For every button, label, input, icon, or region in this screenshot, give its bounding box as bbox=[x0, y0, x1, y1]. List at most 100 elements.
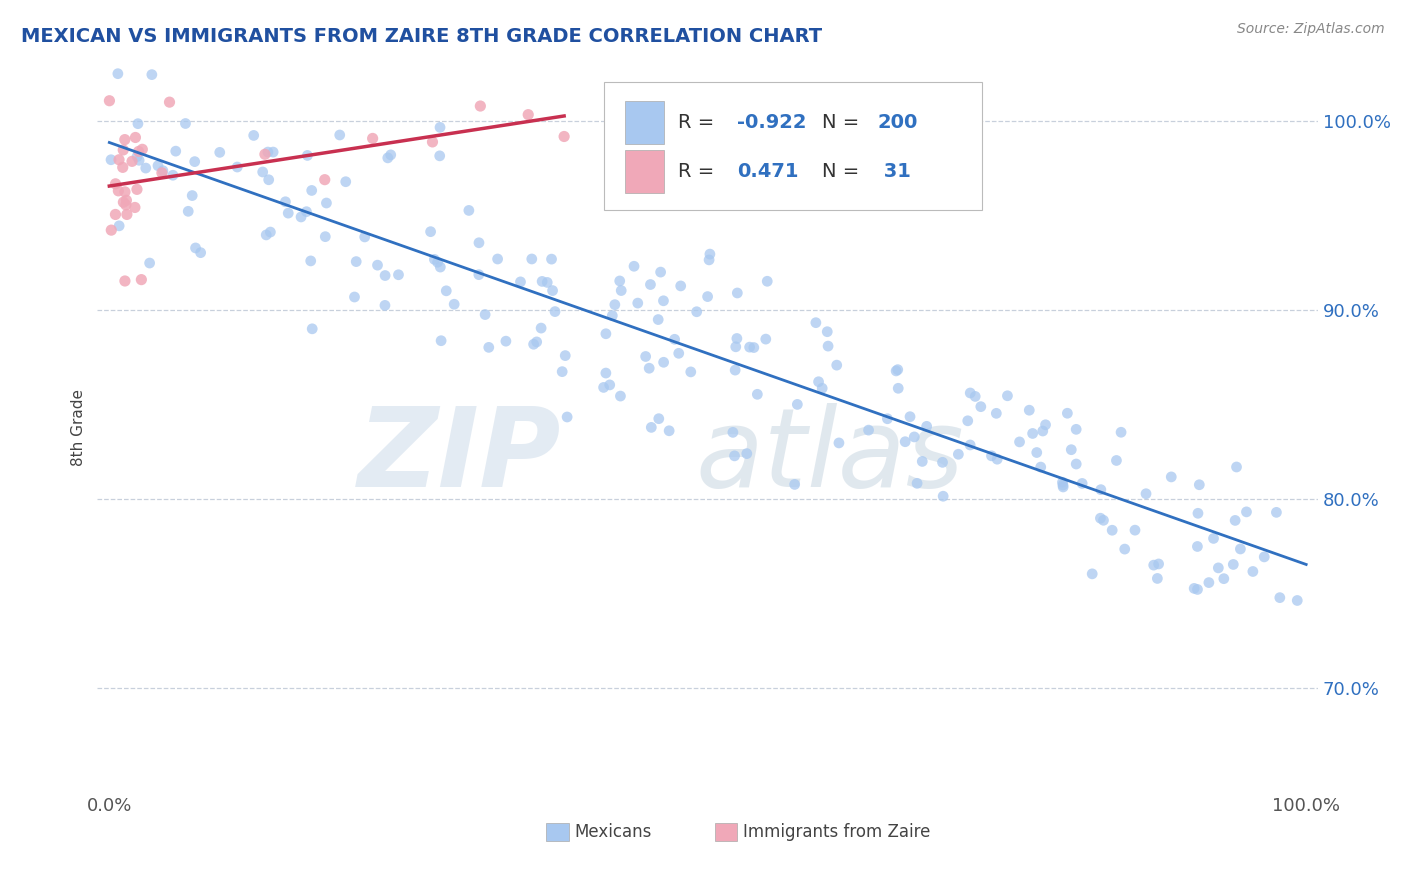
Point bbox=[361, 131, 384, 145]
Point bbox=[419, 225, 441, 239]
Point bbox=[970, 400, 993, 414]
Point bbox=[541, 284, 564, 298]
Point bbox=[652, 293, 675, 308]
Point bbox=[1105, 453, 1128, 467]
FancyBboxPatch shape bbox=[605, 82, 983, 210]
Point bbox=[374, 298, 396, 312]
Point bbox=[699, 247, 721, 261]
Point bbox=[948, 447, 970, 461]
Point bbox=[742, 341, 765, 355]
Point bbox=[277, 206, 299, 220]
Point bbox=[959, 438, 981, 452]
Point bbox=[165, 144, 187, 158]
Point bbox=[932, 489, 955, 503]
Point bbox=[756, 274, 779, 288]
Point bbox=[980, 449, 1002, 463]
Point bbox=[128, 153, 150, 168]
Point bbox=[526, 334, 548, 349]
Point bbox=[664, 332, 686, 346]
Point bbox=[426, 255, 449, 269]
Point bbox=[100, 153, 122, 167]
Point bbox=[1025, 445, 1047, 459]
Point bbox=[470, 99, 492, 113]
Point bbox=[724, 340, 747, 354]
Point bbox=[1146, 571, 1168, 585]
Point bbox=[647, 312, 669, 326]
Point bbox=[1187, 506, 1209, 520]
Point bbox=[115, 207, 138, 221]
Point bbox=[986, 452, 1008, 467]
Y-axis label: 8th Grade: 8th Grade bbox=[72, 390, 86, 467]
Point bbox=[669, 279, 692, 293]
Point bbox=[124, 130, 146, 145]
Point bbox=[108, 153, 131, 167]
Point bbox=[725, 285, 748, 300]
Point bbox=[190, 245, 212, 260]
Point bbox=[638, 361, 661, 376]
Text: 0.471: 0.471 bbox=[737, 162, 799, 181]
Text: Mexicans: Mexicans bbox=[574, 822, 651, 841]
Point bbox=[124, 201, 146, 215]
Point bbox=[125, 150, 148, 164]
Point bbox=[650, 265, 672, 279]
Point bbox=[366, 258, 388, 272]
Text: atlas: atlas bbox=[696, 403, 965, 510]
Point bbox=[697, 252, 720, 267]
Point bbox=[905, 476, 928, 491]
Point bbox=[329, 128, 352, 142]
Point bbox=[1081, 566, 1104, 581]
Point bbox=[107, 184, 129, 198]
Point bbox=[150, 166, 173, 180]
Point bbox=[262, 145, 284, 159]
Point bbox=[259, 225, 281, 239]
Point bbox=[540, 252, 562, 266]
Point bbox=[112, 143, 135, 157]
Point bbox=[530, 321, 553, 335]
Text: Source: ZipAtlas.com: Source: ZipAtlas.com bbox=[1237, 22, 1385, 37]
Point bbox=[1052, 475, 1074, 490]
Point bbox=[1225, 460, 1247, 475]
Point bbox=[457, 203, 479, 218]
Point bbox=[114, 274, 136, 288]
Point bbox=[131, 142, 153, 156]
Point bbox=[887, 381, 910, 395]
Point bbox=[956, 414, 979, 428]
Point bbox=[1135, 487, 1157, 501]
Point bbox=[146, 159, 169, 173]
Point bbox=[1032, 424, 1054, 438]
Point bbox=[1064, 457, 1087, 471]
Point bbox=[1160, 470, 1182, 484]
Point bbox=[986, 406, 1008, 420]
Point bbox=[815, 325, 838, 339]
Point bbox=[1056, 406, 1078, 420]
Point bbox=[380, 148, 402, 162]
Point bbox=[474, 308, 496, 322]
Point bbox=[609, 274, 631, 288]
Point bbox=[627, 296, 650, 310]
Point bbox=[609, 389, 631, 403]
Point bbox=[184, 241, 207, 255]
FancyBboxPatch shape bbox=[624, 150, 664, 194]
Point bbox=[1188, 477, 1211, 491]
Point bbox=[1223, 513, 1246, 527]
Point bbox=[592, 380, 614, 394]
Point bbox=[377, 151, 399, 165]
Point bbox=[314, 229, 336, 244]
Point bbox=[468, 235, 491, 250]
Point bbox=[894, 434, 917, 449]
Point bbox=[553, 129, 575, 144]
Point bbox=[1241, 565, 1264, 579]
Point bbox=[152, 163, 174, 178]
Point bbox=[1101, 523, 1123, 537]
Point bbox=[128, 145, 150, 159]
Point bbox=[423, 252, 446, 267]
Point bbox=[804, 316, 827, 330]
Point bbox=[755, 332, 778, 346]
Point bbox=[531, 274, 554, 288]
Point bbox=[551, 365, 574, 379]
Point bbox=[430, 334, 453, 348]
Point bbox=[112, 195, 135, 210]
Point bbox=[343, 290, 366, 304]
Point bbox=[652, 355, 675, 369]
Point bbox=[1222, 558, 1244, 572]
